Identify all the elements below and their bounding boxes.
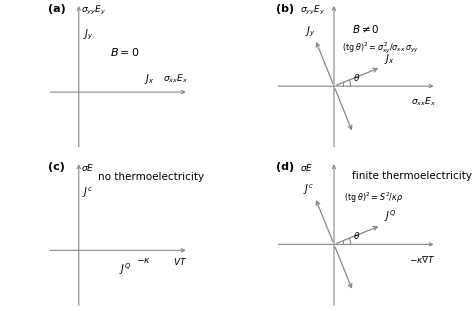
Text: $\sigma_{xx}E_x$: $\sigma_{xx}E_x$ <box>410 96 436 109</box>
Text: (c): (c) <box>48 162 65 172</box>
Text: $\sigma E$: $\sigma E$ <box>81 162 94 174</box>
Text: (a): (a) <box>48 4 66 14</box>
Text: $J_y$: $J_y$ <box>83 27 93 42</box>
Text: $(\mathrm{tg}\;\theta)^2 = \sigma_{xy}^{\,2}/\sigma_{xx}\,\sigma_{yy}$: $(\mathrm{tg}\;\theta)^2 = \sigma_{xy}^{… <box>342 40 419 56</box>
Text: $\sigma_{xx}E_x$: $\sigma_{xx}E_x$ <box>163 72 188 85</box>
Text: $J_y$: $J_y$ <box>305 25 316 39</box>
Text: (b): (b) <box>276 4 294 14</box>
Text: no thermoelectricity: no thermoelectricity <box>98 172 204 182</box>
Text: $J^Q$: $J^Q$ <box>118 261 131 276</box>
Text: $-\kappa\nabla T$: $-\kappa\nabla T$ <box>409 254 436 265</box>
Text: $B = 0$: $B = 0$ <box>110 46 140 58</box>
Text: $J^c$: $J^c$ <box>82 185 93 200</box>
Text: $\theta$: $\theta$ <box>353 230 360 241</box>
Text: (d): (d) <box>276 162 294 172</box>
Text: $J_x$: $J_x$ <box>144 72 154 86</box>
Text: $-\kappa$: $-\kappa$ <box>137 256 151 265</box>
Text: $\theta$: $\theta$ <box>353 72 360 83</box>
Text: $J^Q$: $J^Q$ <box>384 209 396 225</box>
Text: $J_x$: $J_x$ <box>384 52 394 66</box>
Text: finite thermoelectricity: finite thermoelectricity <box>352 171 472 181</box>
Text: $(\mathrm{tg}\;\theta)^2 = S^2/\kappa\rho$: $(\mathrm{tg}\;\theta)^2 = S^2/\kappa\rh… <box>344 191 403 205</box>
Text: $\sigma_{yy}E_y$: $\sigma_{yy}E_y$ <box>81 4 106 17</box>
Text: $\sigma E$: $\sigma E$ <box>300 162 313 173</box>
Text: $\sigma_{yy}E_y$: $\sigma_{yy}E_y$ <box>300 4 325 17</box>
Text: $VT$: $VT$ <box>173 256 188 267</box>
Text: $J^c$: $J^c$ <box>303 183 314 197</box>
Text: $B \neq 0$: $B \neq 0$ <box>352 23 379 35</box>
